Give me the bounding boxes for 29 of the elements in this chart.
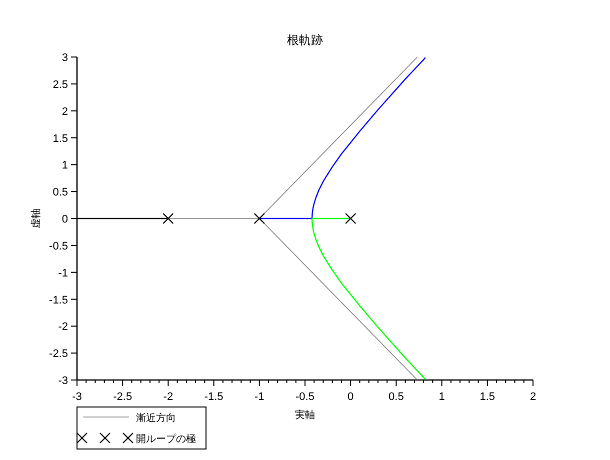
y-tick-label: -2 — [58, 321, 68, 334]
chart-title: 根軌跡 — [287, 33, 323, 47]
x-tick-label: 0 — [348, 391, 354, 403]
x-tick-label: 0.5 — [388, 391, 404, 403]
x-tick-label: 1 — [438, 391, 445, 403]
y-tick-label: -0.5 — [49, 240, 68, 252]
x-tick-label: 1.5 — [480, 391, 496, 403]
x-tick-label: -0.5 — [296, 391, 314, 403]
y-tick-label: -2.5 — [49, 348, 68, 360]
y-tick-label: 1.5 — [52, 132, 68, 145]
x-tick-label: 2 — [530, 391, 536, 403]
x-tick-label: -2.5 — [113, 391, 132, 403]
y-axis-title: 虚軸 — [30, 208, 42, 228]
y-tick-label: 0 — [62, 214, 68, 226]
x-tick-label: -1.5 — [204, 391, 224, 403]
x-tick-label: -3 — [72, 391, 82, 403]
legend-label: 漸近方向 — [136, 412, 176, 424]
y-tick-label: -1.5 — [49, 294, 68, 306]
y-tick-label: 2 — [62, 106, 68, 118]
y-tick-label: 0.5 — [52, 186, 68, 199]
y-tick-label: 1 — [62, 160, 68, 172]
x-axis-title: 実軸 — [295, 409, 315, 421]
y-tick-label: -1 — [58, 267, 68, 280]
y-tick-label: 2.5 — [52, 78, 68, 91]
y-tick-label: -3 — [58, 375, 68, 387]
x-tick-label: -2 — [163, 391, 174, 403]
x-tick-label: -1 — [254, 391, 264, 403]
legend-label: 開ループの極 — [136, 433, 196, 445]
y-tick-label: 3 — [62, 52, 68, 64]
